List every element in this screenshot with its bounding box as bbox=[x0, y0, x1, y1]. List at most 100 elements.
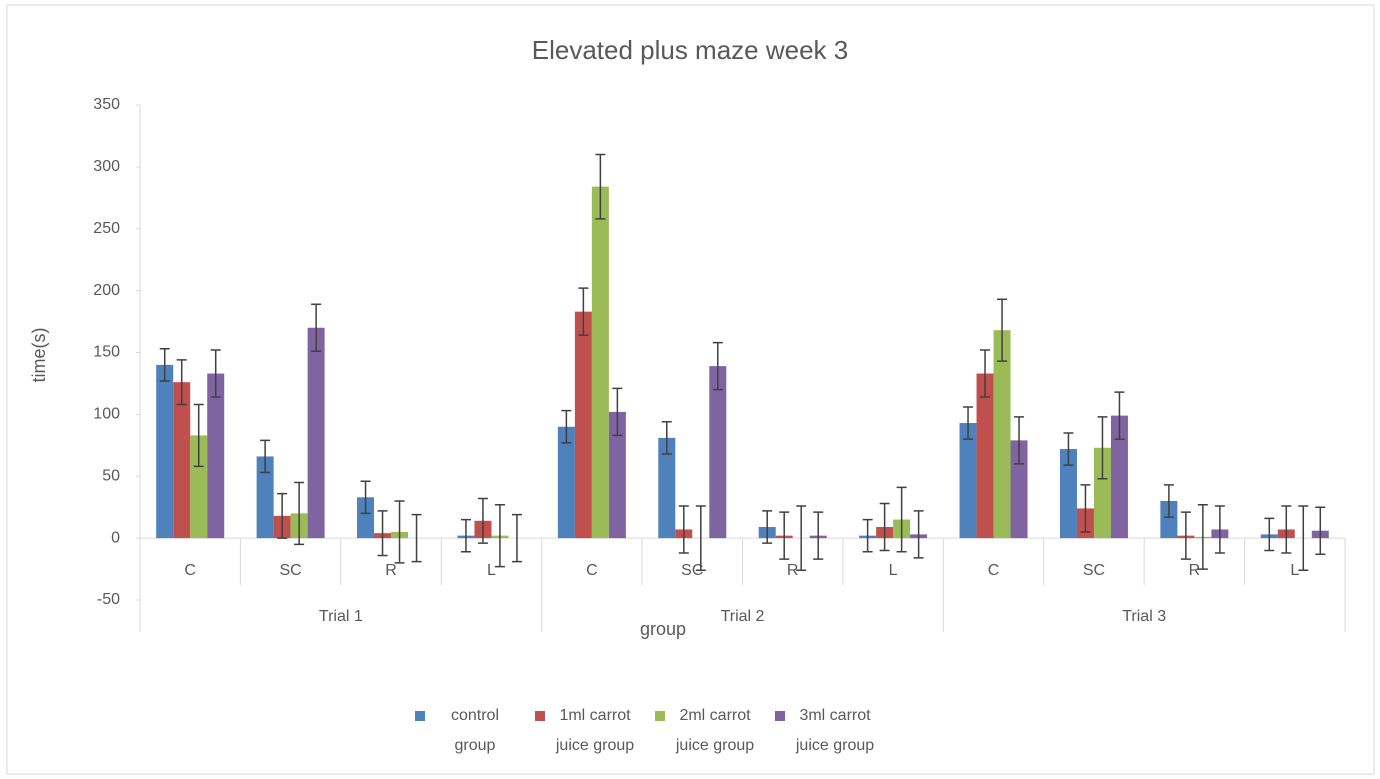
bar bbox=[658, 437, 676, 539]
y-axis-title: time(s) bbox=[29, 328, 49, 383]
error-bar bbox=[1114, 391, 1125, 440]
error-bar bbox=[411, 513, 422, 563]
y-tick-label: -50 bbox=[97, 591, 120, 608]
bar bbox=[156, 364, 174, 539]
x-tick-label: L bbox=[487, 562, 496, 579]
bar bbox=[993, 330, 1011, 539]
group-label: Trial 1 bbox=[319, 608, 363, 625]
y-tick-label: 0 bbox=[111, 529, 120, 546]
error-bar bbox=[1197, 503, 1208, 570]
bar bbox=[709, 366, 727, 539]
error-bar bbox=[377, 510, 388, 557]
error-bar bbox=[879, 502, 890, 552]
x-tick-label: R bbox=[1189, 562, 1201, 579]
legend-label: 2ml carrot juice group bbox=[675, 707, 755, 754]
error-bar bbox=[796, 505, 807, 572]
error-bar bbox=[963, 406, 974, 440]
y-tick-label: 50 bbox=[102, 467, 120, 484]
legend-swatch bbox=[655, 711, 665, 721]
error-bar bbox=[494, 503, 505, 568]
bar bbox=[207, 373, 225, 539]
y-tick-label: 100 bbox=[93, 406, 120, 423]
error-bar bbox=[913, 510, 924, 559]
y-tick-label: 350 bbox=[93, 96, 120, 113]
x-tick-label: R bbox=[385, 562, 397, 579]
error-bar bbox=[1180, 511, 1191, 560]
error-bar bbox=[1315, 506, 1326, 555]
group-label: Trial 3 bbox=[1122, 608, 1166, 625]
error-bar bbox=[595, 153, 606, 220]
error-bar bbox=[561, 409, 572, 444]
error-bar bbox=[460, 518, 471, 553]
error-bar bbox=[1264, 517, 1275, 552]
legend-label: 3ml carrot juice group bbox=[795, 707, 875, 754]
error-bar bbox=[311, 303, 322, 353]
bar bbox=[608, 411, 626, 539]
bar bbox=[173, 382, 191, 539]
x-tick-label: L bbox=[889, 562, 898, 579]
chart-frame bbox=[6, 4, 1375, 775]
error-bar bbox=[1281, 505, 1292, 554]
legend-swatch bbox=[775, 711, 785, 721]
legend-label: control group bbox=[450, 707, 500, 754]
error-bar bbox=[813, 511, 824, 560]
x-tick-label: C bbox=[586, 562, 598, 579]
bar bbox=[976, 373, 994, 539]
error-bar bbox=[1097, 416, 1108, 480]
y-tick-label: 200 bbox=[93, 282, 120, 299]
bar bbox=[307, 327, 325, 539]
y-tick-label: 250 bbox=[93, 220, 120, 237]
error-bar bbox=[477, 497, 488, 544]
error-bar bbox=[360, 480, 371, 515]
error-bar bbox=[210, 349, 221, 398]
bar bbox=[1160, 501, 1178, 539]
error-bar bbox=[511, 513, 522, 563]
error-bar bbox=[277, 492, 288, 539]
error-bar bbox=[1163, 484, 1174, 518]
bar bbox=[959, 423, 977, 539]
bar bbox=[1110, 415, 1128, 539]
y-tick-label: 300 bbox=[93, 158, 120, 175]
bar bbox=[574, 311, 592, 539]
legend-swatch bbox=[415, 711, 425, 721]
error-bar bbox=[394, 500, 405, 564]
x-tick-label: L bbox=[1290, 562, 1299, 579]
x-tick-label: SC bbox=[1083, 562, 1105, 579]
x-tick-label: SC bbox=[280, 562, 302, 579]
legend-swatch bbox=[535, 711, 545, 721]
bar bbox=[591, 186, 609, 539]
error-bar bbox=[1080, 484, 1091, 533]
x-tick-label: C bbox=[988, 562, 1000, 579]
bar bbox=[1010, 440, 1028, 539]
error-bar bbox=[779, 511, 790, 560]
bar bbox=[557, 426, 575, 539]
group-label: Trial 2 bbox=[721, 608, 765, 625]
error-bar bbox=[1014, 416, 1025, 465]
error-bar bbox=[980, 349, 991, 398]
error-bar bbox=[612, 387, 623, 437]
error-bar bbox=[1063, 432, 1074, 466]
error-bar bbox=[176, 359, 187, 406]
error-bar bbox=[678, 505, 689, 554]
legend-label: 1ml carrot juice group bbox=[555, 707, 635, 754]
bar bbox=[190, 435, 208, 539]
error-bar bbox=[260, 439, 271, 474]
error-bar bbox=[896, 486, 907, 553]
error-bar bbox=[1214, 505, 1225, 554]
x-tick-label: SC bbox=[681, 562, 703, 579]
error-bar bbox=[695, 505, 706, 572]
chart-title: Elevated plus maze week 3 bbox=[532, 35, 849, 65]
x-tick-label: R bbox=[787, 562, 799, 579]
y-tick-label: 150 bbox=[93, 344, 120, 361]
error-bar bbox=[762, 510, 773, 544]
x-tick-label: C bbox=[184, 562, 196, 579]
bar bbox=[256, 456, 274, 539]
bar bbox=[1093, 447, 1111, 539]
error-bar bbox=[578, 287, 589, 336]
error-bar bbox=[712, 341, 723, 391]
error-bar bbox=[862, 518, 873, 553]
error-bar bbox=[294, 481, 305, 546]
x-axis-title: group bbox=[640, 619, 686, 639]
